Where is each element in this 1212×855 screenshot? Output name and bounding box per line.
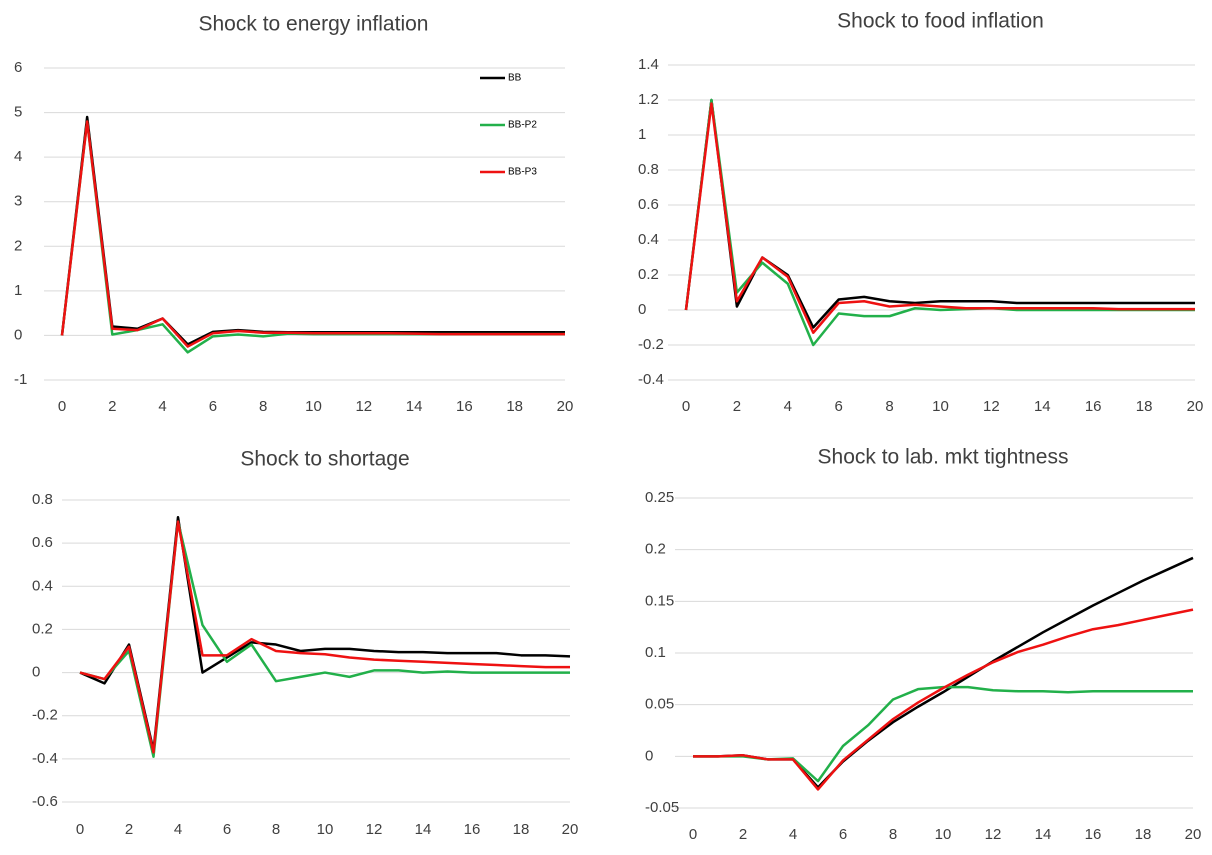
y-tick-label: 0.1 bbox=[645, 644, 666, 661]
y-tick-label: 0 bbox=[645, 747, 653, 764]
x-tick-label: 10 bbox=[305, 398, 322, 415]
legend-label: BB-P2 bbox=[508, 120, 537, 131]
y-tick-label: 1.2 bbox=[638, 91, 659, 108]
x-tick-label: 8 bbox=[272, 821, 280, 838]
series-line bbox=[693, 685, 1193, 783]
chart-title: Shock to lab. mkt tightness bbox=[818, 446, 1069, 469]
x-tick-label: 2 bbox=[739, 826, 747, 843]
x-tick-label: 12 bbox=[985, 826, 1002, 843]
x-tick-label: 16 bbox=[464, 821, 481, 838]
x-tick-label: 20 bbox=[562, 821, 579, 838]
x-tick-label: 20 bbox=[1187, 398, 1204, 415]
y-tick-label: 0 bbox=[638, 301, 646, 318]
y-tick-label: 5 bbox=[14, 104, 22, 121]
y-tick-label: 1 bbox=[14, 282, 22, 299]
chart-title: Shock to shortage bbox=[240, 448, 409, 471]
y-tick-label: 0.8 bbox=[638, 161, 659, 178]
y-tick-label: 0.15 bbox=[645, 592, 674, 609]
y-tick-label: 0.4 bbox=[638, 231, 659, 248]
x-tick-label: 14 bbox=[1034, 398, 1051, 415]
y-tick-label: 2 bbox=[14, 237, 22, 254]
x-tick-label: 18 bbox=[506, 398, 523, 415]
x-tick-label: 0 bbox=[689, 826, 697, 843]
legend-label: BB bbox=[508, 73, 522, 84]
x-tick-label: 18 bbox=[1135, 826, 1152, 843]
x-tick-label: 6 bbox=[209, 398, 217, 415]
series-line bbox=[684, 102, 1195, 334]
x-tick-label: 2 bbox=[125, 821, 133, 838]
y-tick-label: -0.2 bbox=[32, 707, 58, 724]
x-tick-label: 12 bbox=[366, 821, 383, 838]
series-line bbox=[693, 556, 1194, 789]
y-tick-label: -0.05 bbox=[645, 799, 679, 816]
y-tick-label: 0 bbox=[32, 664, 40, 681]
series-line bbox=[60, 120, 565, 348]
y-tick-label: 6 bbox=[14, 59, 22, 76]
x-tick-label: 6 bbox=[835, 398, 843, 415]
y-tick-label: 0.2 bbox=[645, 541, 666, 558]
series-line bbox=[60, 115, 565, 346]
x-tick-label: 2 bbox=[733, 398, 741, 415]
x-tick-label: 8 bbox=[259, 398, 267, 415]
chart-title: Shock to food inflation bbox=[837, 10, 1044, 33]
x-tick-label: 14 bbox=[1035, 826, 1052, 843]
y-tick-label: -0.4 bbox=[638, 371, 664, 388]
series-line bbox=[79, 520, 570, 754]
series-line bbox=[79, 520, 570, 758]
x-tick-label: 0 bbox=[58, 398, 66, 415]
series-line bbox=[693, 608, 1194, 791]
x-tick-label: 16 bbox=[1085, 826, 1102, 843]
y-tick-label: 0.2 bbox=[32, 620, 53, 637]
x-tick-label: 16 bbox=[1085, 398, 1102, 415]
x-tick-label: 16 bbox=[456, 398, 473, 415]
y-tick-label: 0.4 bbox=[32, 577, 53, 594]
y-tick-label: 4 bbox=[14, 148, 22, 165]
x-tick-label: 4 bbox=[784, 398, 792, 415]
x-tick-label: 0 bbox=[76, 821, 84, 838]
x-tick-label: 6 bbox=[223, 821, 231, 838]
y-tick-label: 3 bbox=[14, 193, 22, 210]
y-tick-label: 0.25 bbox=[645, 489, 674, 506]
x-tick-label: 12 bbox=[355, 398, 372, 415]
x-tick-label: 14 bbox=[406, 398, 423, 415]
x-tick-label: 12 bbox=[983, 398, 1000, 415]
x-tick-label: 20 bbox=[1185, 826, 1202, 843]
y-tick-label: -0.4 bbox=[32, 750, 58, 767]
x-tick-label: 8 bbox=[889, 826, 897, 843]
series-line bbox=[60, 120, 565, 354]
x-tick-label: 18 bbox=[513, 821, 530, 838]
x-tick-label: 8 bbox=[885, 398, 893, 415]
x-tick-label: 4 bbox=[174, 821, 182, 838]
x-tick-label: 10 bbox=[317, 821, 334, 838]
x-tick-label: 6 bbox=[839, 826, 847, 843]
y-tick-label: -1 bbox=[14, 371, 27, 388]
y-tick-label: 1.4 bbox=[638, 56, 659, 73]
x-tick-label: 18 bbox=[1136, 398, 1153, 415]
x-tick-label: 2 bbox=[108, 398, 116, 415]
x-tick-label: 0 bbox=[682, 398, 690, 415]
x-tick-label: 14 bbox=[415, 821, 432, 838]
y-tick-label: 1 bbox=[638, 126, 646, 143]
y-tick-label: -0.2 bbox=[638, 336, 664, 353]
series-line bbox=[684, 98, 1195, 329]
x-tick-label: 10 bbox=[935, 826, 952, 843]
legend-label: BB-P3 bbox=[508, 167, 537, 178]
chart-title: Shock to energy inflation bbox=[199, 13, 429, 36]
y-tick-label: 0 bbox=[14, 326, 22, 343]
y-tick-label: 0.6 bbox=[638, 196, 659, 213]
x-tick-label: 10 bbox=[932, 398, 949, 415]
x-tick-label: 20 bbox=[557, 398, 574, 415]
x-tick-label: 4 bbox=[158, 398, 166, 415]
y-tick-label: 0.8 bbox=[32, 491, 53, 508]
y-tick-label: -0.6 bbox=[32, 793, 58, 810]
x-tick-label: 4 bbox=[789, 826, 797, 843]
y-tick-label: 0.2 bbox=[638, 266, 659, 283]
y-tick-label: 0.05 bbox=[645, 696, 674, 713]
y-tick-label: 0.6 bbox=[32, 534, 53, 551]
